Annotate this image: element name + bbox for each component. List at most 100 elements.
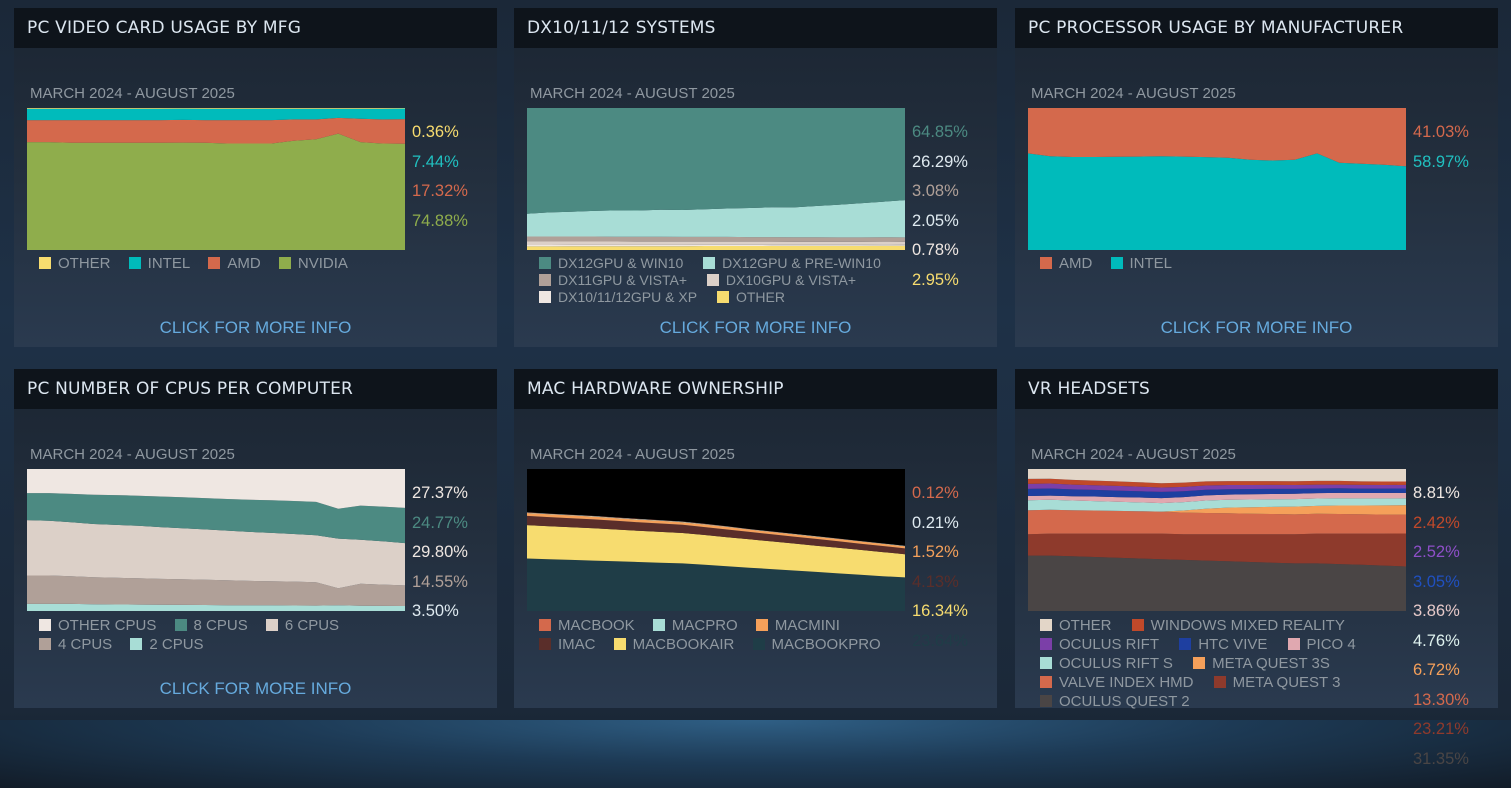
pct-0: 27.37% xyxy=(412,484,468,502)
legend-label: 6 CPUS xyxy=(284,617,340,634)
legend-swatch xyxy=(539,638,551,650)
period-label: MARCH 2024 - AUGUST 2025 xyxy=(1031,446,1236,463)
legend-swatch xyxy=(1040,638,1052,650)
legend-swatch xyxy=(706,274,719,286)
series-area-meta-quest-3s xyxy=(1028,505,1406,515)
legend-item-macbookpro: MACBOOKPRO xyxy=(752,635,881,654)
legend-label: 4 CPUS xyxy=(58,636,113,653)
panel-title: PC VIDEO CARD USAGE BY MFG xyxy=(14,8,497,48)
legend-swatch xyxy=(128,257,141,269)
legend-swatch xyxy=(1213,676,1226,688)
series-area-other-cpus xyxy=(27,469,405,509)
more-info-link[interactable]: CLICK FOR MORE INFO xyxy=(659,318,852,337)
legend: OTHER WINDOWS MIXED REALITY OCULUS RIFT … xyxy=(1040,616,1410,711)
legend-item-dx11-vista: DX11GPU & VISTA+ xyxy=(539,272,687,289)
legend-label: MACPRO xyxy=(671,617,738,634)
series-area-8-cpus xyxy=(27,493,405,544)
legend-swatch xyxy=(1179,638,1192,650)
legend-swatch xyxy=(716,291,729,303)
legend-swatch xyxy=(1131,619,1144,631)
series-area-pico-4 xyxy=(1028,492,1406,504)
legend-item-macmini: MACMINI xyxy=(755,616,840,635)
pct-0: 0.36% xyxy=(412,123,459,141)
legend-label: DX10GPU & VISTA+ xyxy=(725,272,856,288)
period-label: MARCH 2024 - AUGUST 2025 xyxy=(530,446,735,463)
vr-pct-9: 31.35% xyxy=(1413,750,1469,768)
series-area-macmini xyxy=(527,513,905,549)
mac-hardware-chart[interactable] xyxy=(527,469,905,611)
processor-chart[interactable] xyxy=(1028,108,1406,250)
pct-0: 8.81% xyxy=(1413,484,1460,502)
legend-item-amd: AMD xyxy=(208,254,261,273)
more-info-link[interactable]: CLICK FOR MORE INFO xyxy=(159,679,352,698)
legend-label: OTHER CPUS xyxy=(58,617,157,634)
video-card-chart[interactable] xyxy=(27,108,405,250)
legend-item-meta-quest-3s: META QUEST 3S xyxy=(1193,654,1330,673)
legend-label: MACMINI xyxy=(774,617,840,634)
legend-label: DX10/11/12GPU & XP xyxy=(558,289,698,305)
series-area-intel xyxy=(27,108,405,121)
legend-label: HTC VIVE xyxy=(1198,636,1268,653)
legend-label: DX12GPU & WIN10 xyxy=(558,255,684,271)
pct-3: 4.13% xyxy=(912,573,959,591)
legend-item-meta-quest-3: META QUEST 3 xyxy=(1213,673,1341,692)
series-area-oculus-rift-s xyxy=(1028,498,1406,512)
pct-1: 7.44% xyxy=(412,153,459,171)
pct-2: 2.52% xyxy=(1413,543,1460,561)
series-area-other xyxy=(27,108,405,109)
series-area-macbookair xyxy=(527,525,905,578)
panel-processor: PC PROCESSOR USAGE BY MANUFACTURER MARCH… xyxy=(1015,8,1498,347)
legend-item-oculus-rift: OCULUS RIFT xyxy=(1040,635,1159,654)
pct-1: 58.97% xyxy=(1413,153,1469,171)
series-area-amd xyxy=(27,117,405,144)
cpus-chart[interactable] xyxy=(27,469,405,611)
pct-0: 41.03% xyxy=(1413,123,1469,141)
legend-label: IMAC xyxy=(558,636,596,653)
series-area-remainder xyxy=(527,469,905,546)
legend-item-amd: AMD xyxy=(1040,254,1092,273)
legend-label: INTEL xyxy=(1129,255,1173,272)
legend-label: META QUEST 3S xyxy=(1212,655,1330,672)
panel-title: PC PROCESSOR USAGE BY MANUFACTURER xyxy=(1015,8,1498,48)
series-area-2-cpus xyxy=(27,603,405,611)
panel-video-card: PC VIDEO CARD USAGE BY MFG MARCH 2024 - … xyxy=(14,8,497,347)
legend-item-oculus-rift-s: OCULUS RIFT S xyxy=(1040,654,1173,673)
legend-item-other: OTHER xyxy=(39,254,111,273)
legend-label: META QUEST 3 xyxy=(1232,674,1341,691)
series-area-windows-mixed-reality xyxy=(1028,478,1406,488)
legend-label: INTEL xyxy=(147,255,191,272)
legend-label: OTHER xyxy=(1059,617,1112,634)
legend-label: MACBOOKPRO xyxy=(771,636,881,653)
legend: OTHER CPUS 8 CPUS 6 CPUS 4 CPUS 2 CPUS xyxy=(39,616,409,654)
legend-label: MACBOOKAIR xyxy=(632,636,735,653)
pct-5: 23.64% xyxy=(912,632,968,650)
more-info-link[interactable]: CLICK FOR MORE INFO xyxy=(159,318,352,337)
series-area-oculus-quest-2 xyxy=(1028,555,1406,611)
series-area-dx10-11-12gpu-xp xyxy=(527,244,905,247)
legend-swatch xyxy=(1040,657,1052,669)
legend-item-intel: INTEL xyxy=(1110,254,1173,273)
legend-item-intel: INTEL xyxy=(128,254,191,273)
legend-label: OTHER xyxy=(735,289,785,305)
dx-systems-chart[interactable] xyxy=(527,108,905,250)
legend-label: OTHER xyxy=(58,255,111,272)
pct-2: 3.08% xyxy=(912,182,959,200)
series-area-imac xyxy=(527,515,905,555)
series-area-6-cpus xyxy=(27,520,405,589)
pct-1: 2.42% xyxy=(1413,514,1460,532)
series-area-dx11gpu-vista- xyxy=(527,236,905,242)
panel-vr-headsets: VR HEADSETS MARCH 2024 - AUGUST 2025 8.8… xyxy=(1015,369,1498,711)
vr-headsets-chart[interactable] xyxy=(1028,469,1406,611)
legend-label: 8 CPUS xyxy=(193,617,248,634)
page-bottom-band xyxy=(0,720,1511,788)
legend-swatch xyxy=(1040,257,1052,269)
pct-2: 1.52% xyxy=(912,543,959,561)
pct-1: 26.29% xyxy=(912,153,968,171)
legend-swatch xyxy=(752,638,765,650)
series-area-dx10gpu-vista- xyxy=(527,241,905,245)
more-info-link[interactable]: CLICK FOR MORE INFO xyxy=(1160,318,1353,337)
legend-item-dx-xp: DX10/11/12GPU & XP xyxy=(539,289,697,306)
pct-1: 0.21% xyxy=(912,514,959,532)
legend-label: MACBOOK xyxy=(558,617,635,634)
legend-swatch xyxy=(130,638,143,650)
